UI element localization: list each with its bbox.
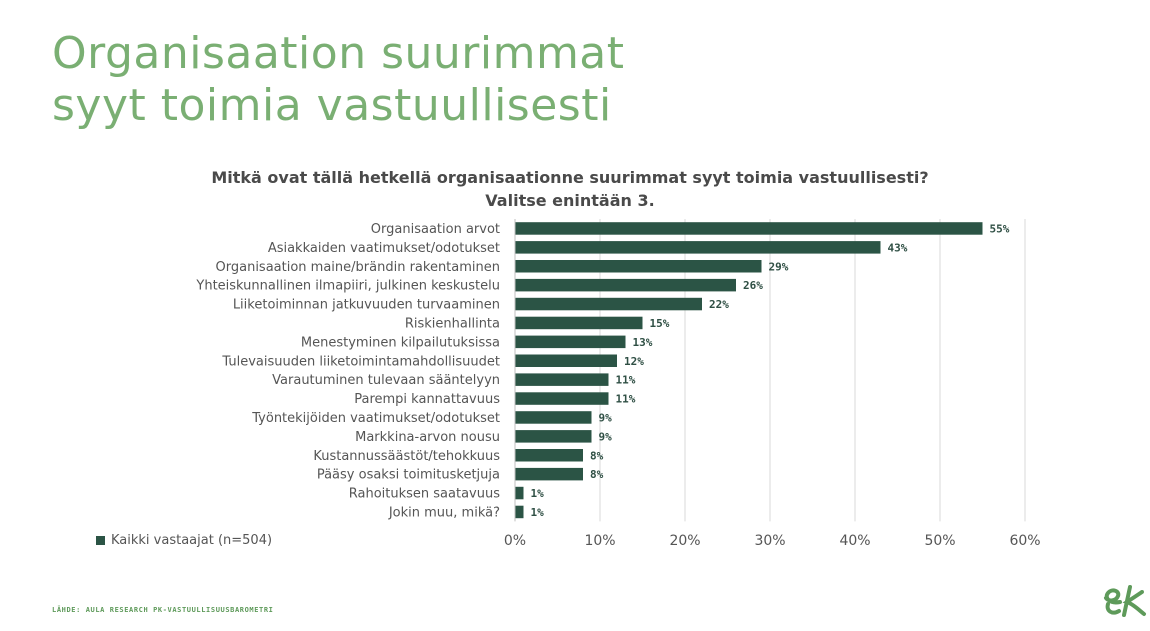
- chart-question: Mitkä ovat tällä hetkellä organisaationn…: [200, 166, 940, 212]
- bar: [515, 467, 583, 481]
- bar: [515, 430, 592, 443]
- chart-question-line-1: Mitkä ovat tällä hetkellä organisaationn…: [211, 168, 929, 187]
- category-label: Menestyminen kilpailutuksissa: [301, 335, 500, 350]
- x-tick-label: 0%: [504, 533, 526, 549]
- data-label: 8%: [590, 468, 604, 481]
- data-label: 11%: [616, 374, 636, 387]
- legend-label: Kaikki vastaajat (n=504): [111, 533, 273, 548]
- data-label: 43%: [888, 241, 908, 254]
- data-label: 29%: [769, 260, 789, 273]
- category-label: Tulevaisuuden liiketoimintamahdollisuude…: [221, 354, 500, 369]
- data-label: 1%: [531, 506, 545, 519]
- data-label: 1%: [531, 487, 545, 500]
- bar: [515, 335, 626, 349]
- category-label: Jokin muu, mikä?: [388, 505, 500, 520]
- x-tick-label: 10%: [584, 533, 615, 549]
- data-label: 9%: [599, 411, 613, 424]
- category-label: Markkina-arvon nousu: [355, 430, 500, 445]
- ek-logo: [1104, 585, 1146, 617]
- bar: [515, 486, 524, 500]
- data-label: 55%: [990, 222, 1010, 235]
- title-line-2: syyt toimia vastuullisesti: [52, 80, 612, 131]
- bar: [515, 411, 592, 424]
- x-tick-label: 50%: [924, 533, 955, 549]
- bar: [515, 316, 643, 330]
- category-label: Riskienhallinta: [405, 316, 500, 331]
- data-label: 15%: [650, 317, 670, 330]
- page-title: Organisaation suurimmat syyt toimia vast…: [52, 28, 625, 132]
- data-label: 22%: [709, 298, 729, 311]
- x-tick-label: 60%: [1009, 533, 1040, 549]
- category-label: Työntekijöiden vaatimukset/odotukset: [251, 411, 500, 426]
- chart-legend: Kaikki vastaajat (n=504): [96, 533, 272, 548]
- x-tick-label: 40%: [839, 533, 870, 549]
- category-label: Pääsy osaksi toimitusketjuja: [317, 468, 500, 483]
- bar: [515, 260, 762, 273]
- bar: [515, 354, 617, 367]
- category-label: Asiakkaiden vaatimukset/odotukset: [268, 241, 500, 256]
- title-line-1: Organisaation suurimmat: [52, 28, 625, 79]
- bar: [515, 392, 609, 405]
- x-tick-label: 20%: [669, 533, 700, 549]
- chart-question-line-2: Valitse enintään 3.: [485, 191, 655, 210]
- bar: [515, 241, 881, 254]
- category-label: Varautuminen tulevaan sääntelyyn: [272, 373, 500, 388]
- bar: [515, 505, 524, 519]
- data-label: 26%: [743, 279, 763, 292]
- category-label: Rahoituksen saatavuus: [349, 487, 500, 502]
- category-label: Organisaation arvot: [371, 222, 500, 237]
- category-label: Parempi kannattavuus: [354, 392, 500, 407]
- bar: [515, 297, 702, 311]
- bar: [515, 449, 583, 462]
- data-label: 13%: [633, 336, 653, 349]
- category-label: Yhteiskunnallinen ilmapiiri, julkinen ke…: [195, 279, 500, 294]
- data-label: 11%: [616, 393, 636, 406]
- category-label: Organisaation maine/brändin rakentaminen: [216, 260, 500, 275]
- data-label: 12%: [624, 355, 644, 368]
- category-label: Kustannussäästöt/tehokkuus: [313, 449, 500, 464]
- bar: [515, 373, 609, 386]
- data-label: 8%: [590, 449, 604, 462]
- legend-swatch: [96, 536, 105, 545]
- category-label: Liiketoiminnan jatkuvuuden turvaaminen: [233, 298, 500, 313]
- data-label: 9%: [599, 430, 613, 443]
- bar: [515, 222, 983, 235]
- source-note: LÄHDE: AULA RESEARCH PK-VASTUULLISUUSBAR…: [52, 606, 274, 614]
- x-tick-label: 30%: [754, 533, 785, 549]
- bar: [515, 278, 736, 292]
